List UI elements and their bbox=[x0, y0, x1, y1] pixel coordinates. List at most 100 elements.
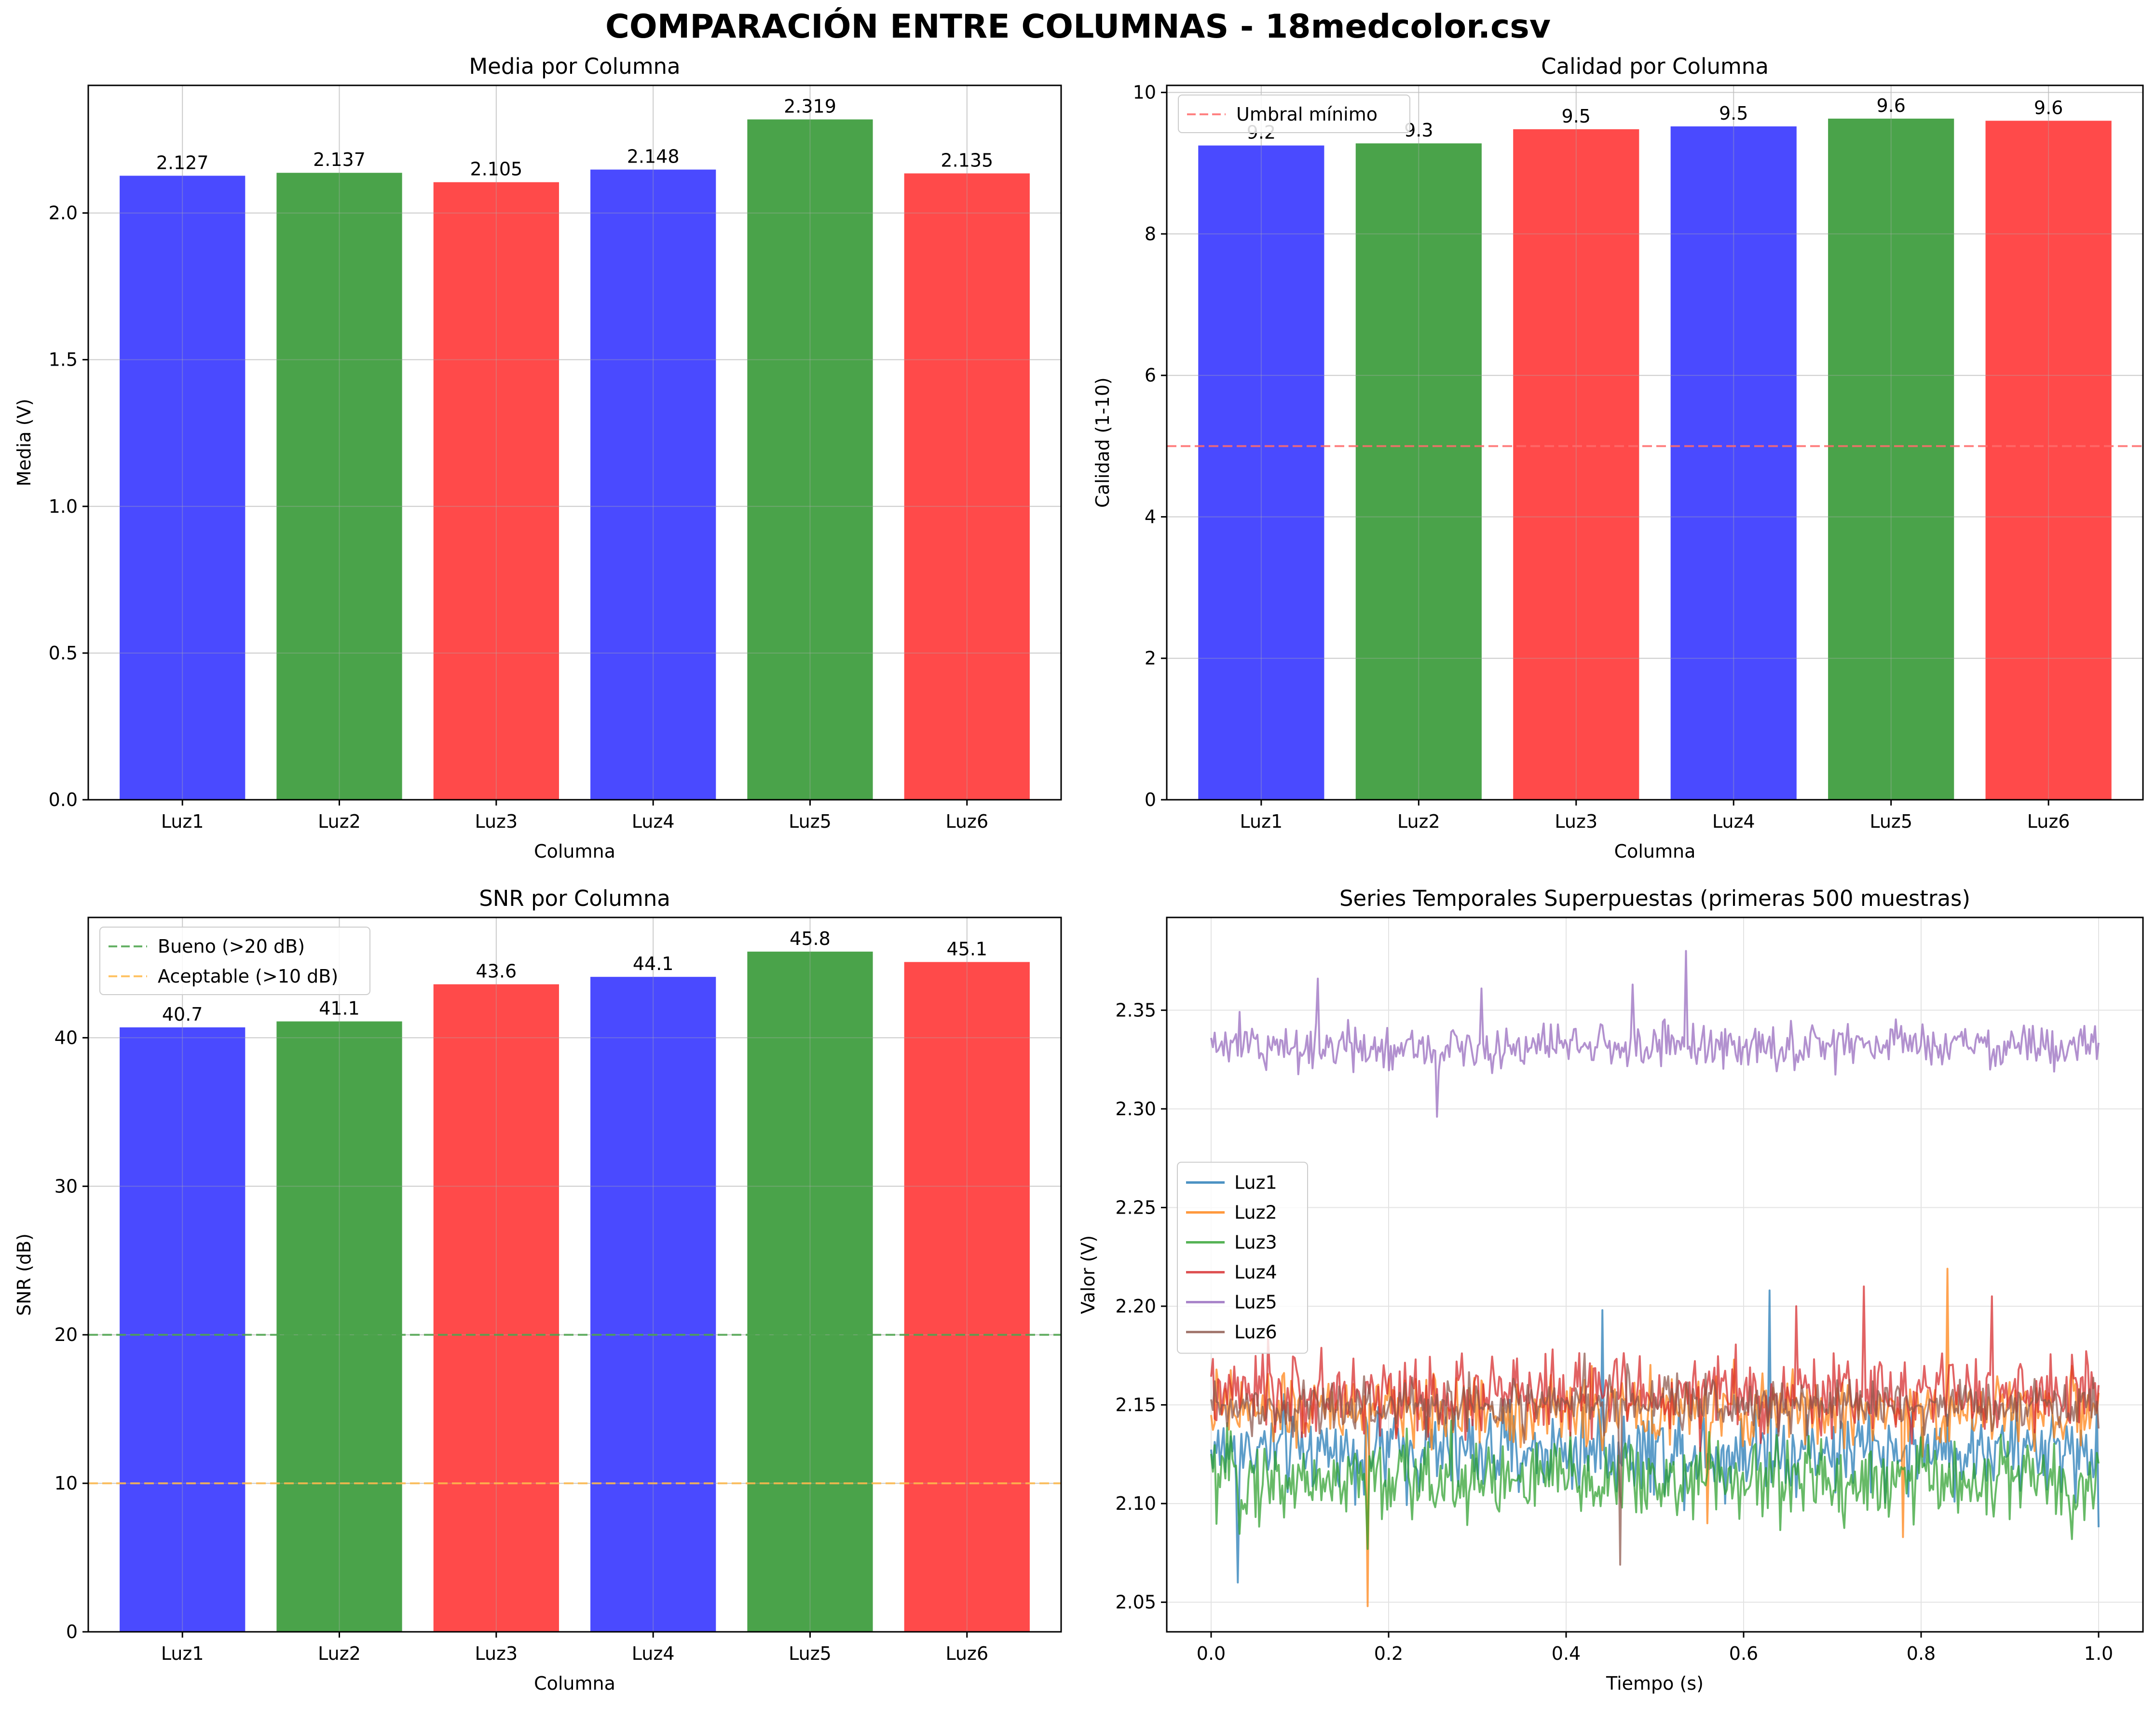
axes-title: SNR por Columna bbox=[479, 886, 670, 911]
bar-luz5 bbox=[747, 119, 873, 800]
bar-value-label: 2.135 bbox=[941, 150, 993, 171]
x-tick-label: Luz1 bbox=[161, 1643, 204, 1664]
bar-luz1 bbox=[1198, 145, 1324, 800]
bar-value-label: 40.7 bbox=[162, 1004, 203, 1025]
bar-luz5 bbox=[747, 951, 873, 1632]
legend-box bbox=[99, 927, 370, 995]
bar-luz3 bbox=[433, 984, 559, 1632]
x-tick-label: Luz3 bbox=[1555, 811, 1597, 832]
legend-label: Luz5 bbox=[1234, 1292, 1277, 1313]
y-tick-label: 10 bbox=[55, 1473, 78, 1494]
bar-luz4 bbox=[590, 169, 716, 800]
y-tick-label: 0.5 bbox=[49, 643, 78, 664]
legend-box bbox=[1178, 95, 1410, 133]
series-line-luz6 bbox=[1210, 1353, 2100, 1566]
y-axis-label: Calidad (1-10) bbox=[1092, 377, 1113, 507]
y-tick-label: 6 bbox=[1145, 365, 1156, 386]
x-axis-label: Columna bbox=[1614, 841, 1696, 862]
x-tick-label: 1.0 bbox=[2084, 1643, 2113, 1664]
x-tick-label: Luz2 bbox=[1397, 811, 1440, 832]
series-line-luz3 bbox=[1210, 1420, 2100, 1550]
x-tick-label: Luz4 bbox=[632, 811, 675, 832]
y-tick-label: 2.15 bbox=[1115, 1395, 1156, 1416]
y-tick-label: 0.0 bbox=[49, 789, 78, 810]
bar-value-label: 9.6 bbox=[1876, 95, 1905, 116]
x-tick-label: Luz3 bbox=[475, 1643, 518, 1664]
bar-chart-panel-3: 40.7 41.1 43.6 44.1 45.8 45.1 0 10 20 30 40 Luz1 Luz… bbox=[14, 886, 1062, 1694]
bar-value-label: 2.127 bbox=[156, 152, 209, 173]
x-tick-label: Luz4 bbox=[1712, 811, 1755, 832]
axes-frame bbox=[87, 916, 1062, 1633]
y-tick-label: 2.20 bbox=[1115, 1296, 1156, 1317]
legend: Luz1 Luz2 Luz3 Luz4 Luz5 Luz6 bbox=[1177, 1162, 1308, 1354]
legend: Umbral mínimo bbox=[1178, 95, 1410, 133]
line-chart-panel: 2.05 2.10 2.15 2.20 2.25 2.30 2.35 0.0 0.2 0.4 0.6… bbox=[1078, 886, 2144, 1694]
x-tick-label: Luz6 bbox=[2027, 811, 2070, 832]
bar-luz4 bbox=[1670, 126, 1797, 800]
y-tick-label: 2.35 bbox=[1115, 999, 1156, 1021]
bar-luz6 bbox=[1985, 121, 2112, 800]
bar-luz6 bbox=[904, 962, 1030, 1632]
axes-title: Media por Columna bbox=[469, 54, 680, 79]
x-tick-label: 0.0 bbox=[1197, 1643, 1226, 1664]
bar-value-label: 9.6 bbox=[2034, 97, 2063, 118]
x-tick-label: Luz1 bbox=[1240, 811, 1283, 832]
y-tick-label: 2.05 bbox=[1115, 1592, 1156, 1613]
x-tick-label: Luz2 bbox=[318, 811, 361, 832]
y-tick-label: 8 bbox=[1145, 223, 1156, 245]
figure-suptitle: COMPARACIÓN ENTRE COLUMNAS - 18medcolor.… bbox=[605, 7, 1551, 46]
axes-frame bbox=[1166, 84, 2144, 801]
x-tick-label: Luz5 bbox=[789, 1643, 832, 1664]
axes-frame bbox=[87, 84, 1062, 801]
legend-label: Luz2 bbox=[1234, 1202, 1277, 1223]
y-tick-label: 1.5 bbox=[49, 349, 78, 370]
bar-value-label: 2.137 bbox=[313, 149, 366, 170]
bar-chart-panel-1: 2.127 2.137 2.105 2.148 2.319 2.135 0.0 0.5 1.0 1… bbox=[14, 54, 1062, 862]
bar-luz3 bbox=[1513, 129, 1639, 800]
bar-value-label: 43.6 bbox=[476, 961, 517, 982]
x-tick-label: 0.8 bbox=[1907, 1643, 1936, 1664]
y-tick-label: 10 bbox=[1133, 82, 1156, 103]
series-line-luz1 bbox=[1210, 1289, 2100, 1584]
x-tick-label: Luz3 bbox=[475, 811, 518, 832]
bar-luz1 bbox=[120, 176, 246, 800]
legend-box bbox=[1177, 1162, 1308, 1354]
bar-value-label: 45.1 bbox=[947, 938, 988, 959]
axes-frame bbox=[1166, 916, 2144, 1633]
legend-label: Luz1 bbox=[1234, 1172, 1277, 1193]
bar-luz5 bbox=[1828, 118, 1954, 800]
x-tick-label: Luz5 bbox=[1869, 811, 1912, 832]
bar-luz2 bbox=[276, 1021, 402, 1632]
y-tick-label: 2.30 bbox=[1115, 1098, 1156, 1120]
chart-panels: 2.127 2.137 2.105 2.148 2.319 2.135 0.0 0.5 1.0 1… bbox=[14, 54, 2144, 1694]
y-axis-label: Media (V) bbox=[14, 399, 35, 487]
bar-value-label: 45.8 bbox=[790, 928, 831, 949]
bar-luz6 bbox=[904, 173, 1030, 800]
y-axis-label: SNR (dB) bbox=[14, 1233, 35, 1316]
y-tick-label: 0 bbox=[1145, 789, 1156, 810]
legend-label: Aceptable (>10 dB) bbox=[158, 966, 338, 987]
bar-luz3 bbox=[433, 182, 559, 800]
bar-luz4 bbox=[590, 977, 716, 1632]
y-tick-label: 30 bbox=[55, 1176, 78, 1197]
x-axis-label: Columna bbox=[534, 841, 615, 862]
y-tick-label: 2.10 bbox=[1115, 1493, 1156, 1514]
bar-chart-panel-2: 9.29.39.59.59.69.60246810Luz1Luz2Luz3Luz… bbox=[1092, 54, 2144, 862]
y-tick-label: 1.0 bbox=[49, 496, 78, 517]
legend-label: Luz4 bbox=[1234, 1262, 1277, 1283]
x-tick-label: Luz4 bbox=[632, 1643, 675, 1664]
legend-label: Luz3 bbox=[1234, 1232, 1277, 1253]
x-tick-label: Luz6 bbox=[945, 811, 988, 832]
bar-value-label: 44.1 bbox=[633, 953, 674, 974]
x-tick-label: Luz2 bbox=[318, 1643, 361, 1664]
x-tick-label: 0.2 bbox=[1374, 1643, 1403, 1664]
x-tick-label: Luz6 bbox=[945, 1643, 988, 1664]
legend-label: Umbral mínimo bbox=[1236, 104, 1378, 125]
y-tick-label: 20 bbox=[55, 1324, 78, 1345]
x-axis-label: Tiempo (s) bbox=[1606, 1673, 1704, 1694]
y-tick-label: 40 bbox=[55, 1027, 78, 1048]
legend: Bueno (>20 dB) Aceptable (>10 dB) bbox=[99, 927, 370, 995]
bar-value-label: 41.1 bbox=[319, 998, 360, 1019]
bar-luz2 bbox=[1355, 143, 1482, 800]
